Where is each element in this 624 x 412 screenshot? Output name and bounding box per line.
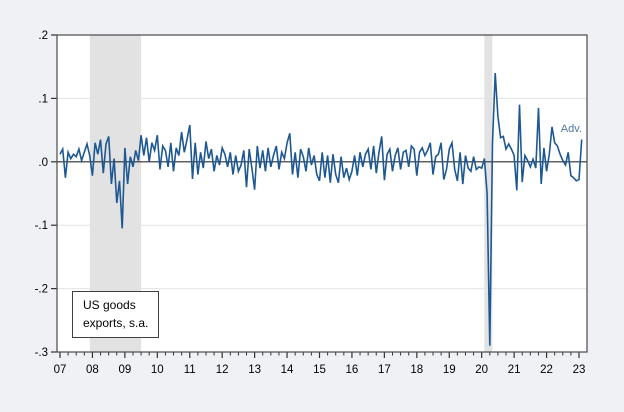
y-tick-label: .2 [38,30,48,42]
x-tick-label: 13 [248,364,261,376]
x-tick-label: 15 [313,364,326,376]
x-tick-label: 20 [475,364,488,376]
x-tick-label: 09 [118,364,131,376]
x-tick-label: 21 [508,364,521,376]
y-tick-label: .0 [38,157,48,169]
y-tick-label: .1 [38,93,48,105]
x-tick-label: 10 [151,364,164,376]
x-tick-label: 12 [216,364,229,376]
y-tick-label: -.2 [35,284,48,296]
x-tick-label: 22 [540,364,553,376]
y-tick-label: -.1 [35,220,48,232]
x-tick-label: 14 [281,364,294,376]
legend-box: US goods exports, s.a. [72,291,160,338]
x-tick-label: 17 [378,364,391,376]
exports-growth-line [59,72,583,346]
recession-2020-band [484,35,493,352]
x-tick-label: 11 [184,364,196,376]
x-tick-label: 19 [443,364,456,376]
adv-annotation: Adv. [560,123,582,135]
y-tick-label: -.3 [35,347,48,359]
plot-border [56,34,588,353]
legend-line2: exports, s.a. [83,316,149,330]
x-tick-label: 23 [573,364,586,376]
x-tick-label: 07 [54,364,67,376]
x-tick-label: 08 [86,364,99,376]
legend-line1: US goods [83,298,136,312]
x-tick-label: 16 [346,364,359,376]
x-tick-label: 18 [410,364,423,376]
